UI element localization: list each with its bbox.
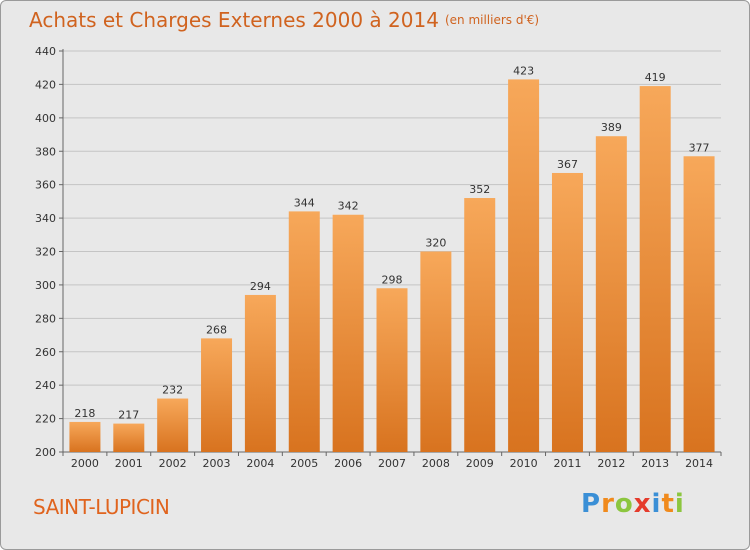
bar <box>551 172 583 453</box>
labels: 200 220 240 260 280 300 320 340 360 380 400 420 440 2… <box>35 45 713 470</box>
data-label: 344 <box>294 196 315 209</box>
bars <box>69 79 715 453</box>
data-label: 419 <box>645 71 666 84</box>
y-tick-label: 380 <box>35 145 56 158</box>
y-tick-label: 280 <box>35 312 56 325</box>
bar <box>376 288 408 452</box>
data-label: 423 <box>513 64 534 77</box>
bar <box>69 421 101 452</box>
y-tick-label: 300 <box>35 279 56 292</box>
data-label: 218 <box>74 407 95 420</box>
data-label: 367 <box>557 158 578 171</box>
logo-letter: i <box>674 489 685 519</box>
logo-letter: t <box>661 489 675 519</box>
y-tick-label: 340 <box>35 212 56 225</box>
x-tick-label: 2010 <box>510 457 538 470</box>
x-tick-label: 2012 <box>597 457 625 470</box>
x-tick-label: 2008 <box>422 457 450 470</box>
bar <box>508 79 540 452</box>
y-tick-label: 260 <box>35 346 56 359</box>
x-tick-label: 2013 <box>641 457 669 470</box>
logo-letter: x <box>633 489 652 519</box>
bar <box>683 156 715 452</box>
bar <box>420 251 452 452</box>
logo-letter: P <box>581 489 602 519</box>
y-tick-label: 400 <box>35 112 56 125</box>
y-tick-label: 200 <box>35 446 56 459</box>
chart-subtitle: (en milliers d'€) <box>444 13 540 27</box>
y-tick-label: 360 <box>35 179 56 192</box>
data-label: 389 <box>601 121 622 134</box>
x-tick-label: 2011 <box>553 457 581 470</box>
x-tick-label: 2004 <box>246 457 274 470</box>
bar <box>464 198 496 452</box>
bar <box>639 86 671 453</box>
bar <box>288 211 320 452</box>
bar <box>157 398 189 452</box>
bar <box>595 136 627 452</box>
data-label: 217 <box>118 409 139 422</box>
bar <box>113 423 145 452</box>
bar <box>332 214 364 452</box>
data-label: 377 <box>689 141 710 154</box>
data-label: 298 <box>382 273 403 286</box>
bar <box>201 338 233 452</box>
bar <box>244 294 276 452</box>
y-tick-label: 320 <box>35 246 56 259</box>
x-tick-label: 2005 <box>290 457 318 470</box>
city-name: SAINT-LUPICIN <box>33 495 170 519</box>
title-text: Achats et Charges Externes 2000 à 2014 <box>29 8 439 32</box>
logo-letter: i <box>651 489 662 519</box>
x-tick-label: 2002 <box>159 457 187 470</box>
x-tick-label: 2007 <box>378 457 406 470</box>
data-label: 294 <box>250 280 271 293</box>
x-tick-label: 2009 <box>466 457 494 470</box>
y-tick-label: 240 <box>35 379 56 392</box>
chart-title: Achats et Charges Externes 2000 à 2014 (e… <box>29 8 539 32</box>
data-label: 320 <box>425 237 446 250</box>
x-tick-label: 2006 <box>334 457 362 470</box>
x-tick-label: 2003 <box>203 457 231 470</box>
y-tick-label: 420 <box>35 78 56 91</box>
data-label: 342 <box>338 200 359 213</box>
y-tick-label: 220 <box>35 413 56 426</box>
data-label: 352 <box>469 183 490 196</box>
logo-letter: r <box>601 489 615 519</box>
logo-letter: o <box>614 489 634 519</box>
x-tick-label: 2001 <box>115 457 143 470</box>
data-label: 232 <box>162 384 183 397</box>
proxiti-logo: Proxiti <box>581 489 685 519</box>
y-tick-label: 440 <box>35 45 56 58</box>
data-label: 268 <box>206 323 227 336</box>
x-tick-label: 2000 <box>71 457 99 470</box>
x-tick-label: 2014 <box>685 457 713 470</box>
